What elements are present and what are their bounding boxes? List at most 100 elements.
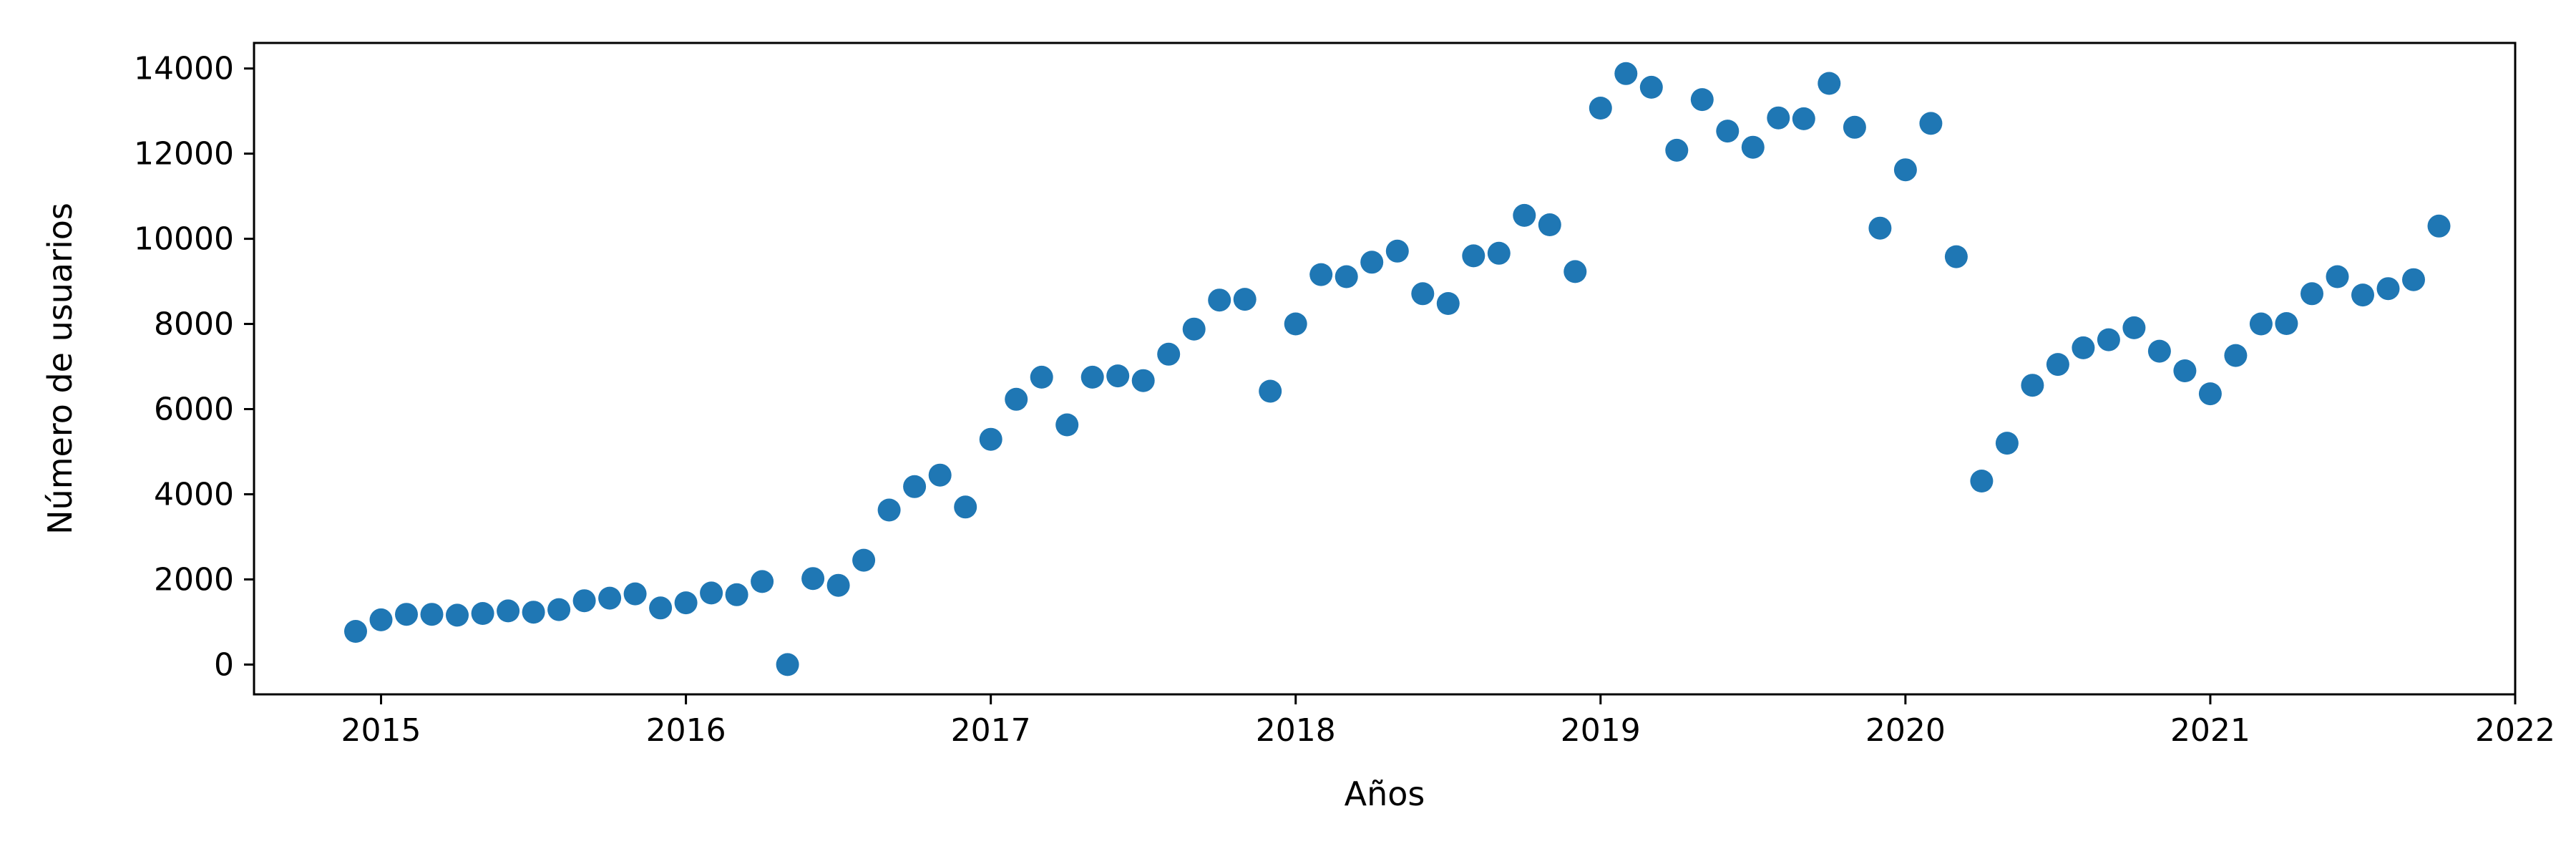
data-point: [1436, 292, 1460, 315]
data-point: [1411, 282, 1435, 306]
data-point: [395, 603, 418, 626]
data-point: [1665, 138, 1689, 162]
data-point: [1538, 213, 1561, 236]
data-point: [1818, 72, 1841, 95]
data-point: [369, 608, 393, 631]
y-tick-label: 8000: [154, 306, 234, 343]
x-tick-label: 2020: [1865, 712, 1946, 749]
data-point: [623, 582, 647, 606]
data-point: [751, 570, 774, 593]
data-point: [1284, 312, 1307, 336]
data-point: [1893, 158, 1917, 182]
y-axis-title: Número de usuarios: [41, 203, 79, 535]
data-point: [1487, 241, 1511, 265]
data-point: [1513, 203, 1536, 227]
data-point: [1843, 115, 1866, 139]
data-point: [1868, 216, 1892, 240]
data-point: [725, 583, 748, 606]
data-point: [1080, 365, 1104, 389]
data-point: [1563, 260, 1587, 283]
data-point: [2072, 336, 2095, 359]
x-axis: 2015 2016 2017 2018 2019 2020 2021 2022: [341, 694, 2555, 749]
data-point: [2301, 282, 2323, 306]
data-point: [2275, 312, 2298, 335]
x-tick-label: 2021: [2170, 712, 2250, 749]
data-point: [2097, 328, 2120, 351]
data-point: [2224, 344, 2248, 367]
data-point: [979, 427, 1002, 451]
data-point: [1208, 288, 1231, 312]
data-point: [1157, 342, 1181, 366]
data-point: [852, 548, 876, 572]
data-point: [547, 598, 571, 621]
data-point: [2046, 353, 2069, 377]
data-point: [954, 495, 977, 519]
data-point: [2249, 312, 2273, 336]
data-point: [1690, 88, 1714, 112]
x-tick-label: 2016: [646, 712, 726, 749]
data-point: [1970, 470, 1994, 492]
y-axis: 0 2000 4000 6000 8000 10000 12000 14000: [134, 51, 254, 683]
x-tick-label: 2019: [1561, 712, 1641, 749]
data-point: [1944, 245, 1968, 268]
data-point: [344, 620, 367, 643]
data-point: [1792, 107, 1815, 130]
y-tick-label: 0: [214, 646, 234, 683]
data-point: [1614, 62, 1638, 85]
data-point: [1462, 244, 1485, 268]
x-tick-label: 2018: [1256, 712, 1336, 749]
y-tick-label: 6000: [154, 392, 234, 428]
data-point: [1589, 97, 1612, 120]
data-point: [1360, 251, 1384, 274]
data-point: [2376, 277, 2400, 301]
data-point: [826, 573, 850, 597]
data-point: [446, 603, 469, 627]
data-point: [2351, 283, 2374, 307]
x-tick-label: 2015: [341, 712, 421, 749]
data-point: [2147, 339, 2171, 363]
data-point: [700, 581, 723, 605]
data-point: [1919, 112, 1943, 135]
y-tick-label: 12000: [134, 136, 234, 173]
data-point: [776, 653, 799, 676]
data-point: [1182, 317, 1206, 341]
data-point: [1716, 120, 1740, 143]
data-point: [674, 591, 698, 615]
data-point: [2427, 214, 2451, 238]
data-point: [420, 603, 444, 626]
y-tick-label: 10000: [134, 221, 234, 258]
x-tick-label: 2017: [951, 712, 1031, 749]
data-point: [572, 589, 596, 613]
data-point: [1055, 413, 1079, 437]
data-point: [2021, 374, 2044, 397]
data-point: [903, 475, 927, 498]
data-point: [598, 586, 622, 610]
y-tick-label: 14000: [134, 51, 234, 87]
data-point: [522, 601, 545, 624]
data-point: [1995, 432, 2019, 455]
data-point: [1005, 387, 1028, 411]
data-point: [1309, 263, 1333, 286]
y-tick-label: 2000: [154, 561, 234, 598]
data-point: [1639, 75, 1663, 99]
data-point: [877, 498, 901, 522]
data-point: [1106, 364, 1130, 388]
data-point: [1259, 379, 1282, 403]
data-point: [2173, 359, 2197, 382]
data-point: [1233, 288, 1257, 311]
data-point: [1030, 365, 1053, 389]
x-axis-title: Años: [1345, 775, 1425, 813]
data-point: [2402, 268, 2425, 291]
data-point: [497, 599, 520, 623]
data-point: [801, 567, 825, 591]
x-tick-label: 2022: [2475, 712, 2555, 749]
data-point: [1767, 106, 1790, 130]
y-tick-label: 4000: [154, 476, 234, 513]
plot-area-frame: [253, 42, 2517, 696]
data-point: [2198, 382, 2222, 406]
data-point: [1131, 369, 1155, 392]
data-point: [649, 596, 673, 620]
data-point: [1335, 265, 1358, 288]
